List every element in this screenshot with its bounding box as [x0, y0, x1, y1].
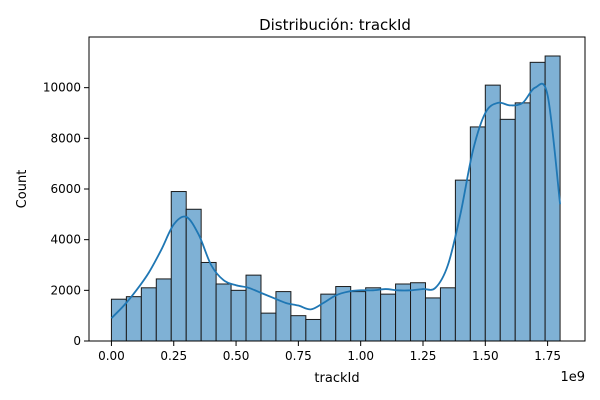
- histogram-bar: [514, 102, 531, 342]
- histogram-bar: [305, 318, 322, 342]
- kde-curve: [110, 82, 561, 319]
- y-tick-label: 2000: [50, 283, 81, 297]
- chart-title: Distribución: trackId: [259, 16, 411, 34]
- histogram-bar: [200, 261, 217, 342]
- histogram-bar: [380, 293, 397, 342]
- histogram-bar: [365, 287, 382, 342]
- histogram-bar: [125, 296, 142, 342]
- histogram-bar: [439, 287, 456, 342]
- histogram-bars: [110, 55, 561, 342]
- x-axis-offset-label: 1e9: [560, 370, 585, 385]
- x-axis-label: trackId: [314, 371, 359, 386]
- x-tick-label: 0.00: [98, 349, 125, 363]
- x-tick-label: 1.75: [534, 349, 561, 363]
- histogram-bar: [469, 126, 486, 342]
- histogram-bar: [424, 297, 441, 342]
- y-axis-label: Count: [15, 170, 30, 209]
- histogram-bar: [499, 118, 516, 342]
- histogram-bar: [529, 61, 546, 342]
- y-tick-label: 4000: [50, 233, 81, 247]
- histogram-bar: [230, 289, 247, 342]
- histogram-bar: [350, 291, 367, 342]
- histogram-bar: [260, 312, 277, 342]
- histogram-bar: [155, 278, 172, 342]
- histogram-bar: [140, 287, 157, 342]
- histogram-bar: [484, 84, 501, 342]
- histogram-bar: [170, 191, 187, 342]
- histogram-bar: [410, 282, 426, 342]
- histogram-bar: [245, 274, 262, 342]
- x-tick-label: 1.00: [347, 349, 374, 363]
- y-axis-ticks: 0 2000 4000 6000 8000 10000: [43, 81, 89, 348]
- x-tick-label: 1.25: [410, 349, 437, 363]
- histogram-bar: [320, 293, 337, 342]
- y-tick-label: 10000: [43, 81, 81, 95]
- x-axis-ticks: 0.00 0.25 0.50 0.75 1.00 1.25 1.50 1.75: [98, 341, 561, 363]
- x-tick-label: 0.50: [223, 349, 250, 363]
- x-tick-label: 0.75: [285, 349, 312, 363]
- y-tick-label: 8000: [50, 131, 81, 145]
- histogram-bar: [290, 315, 307, 342]
- histogram-bar: [215, 283, 232, 342]
- x-tick-label: 0.25: [160, 349, 187, 363]
- histogram-bar: [185, 208, 202, 342]
- x-tick-label: 1.50: [472, 349, 499, 363]
- y-tick-label: 0: [73, 334, 81, 348]
- histogram-bar: [395, 283, 412, 342]
- y-tick-label: 6000: [50, 182, 81, 196]
